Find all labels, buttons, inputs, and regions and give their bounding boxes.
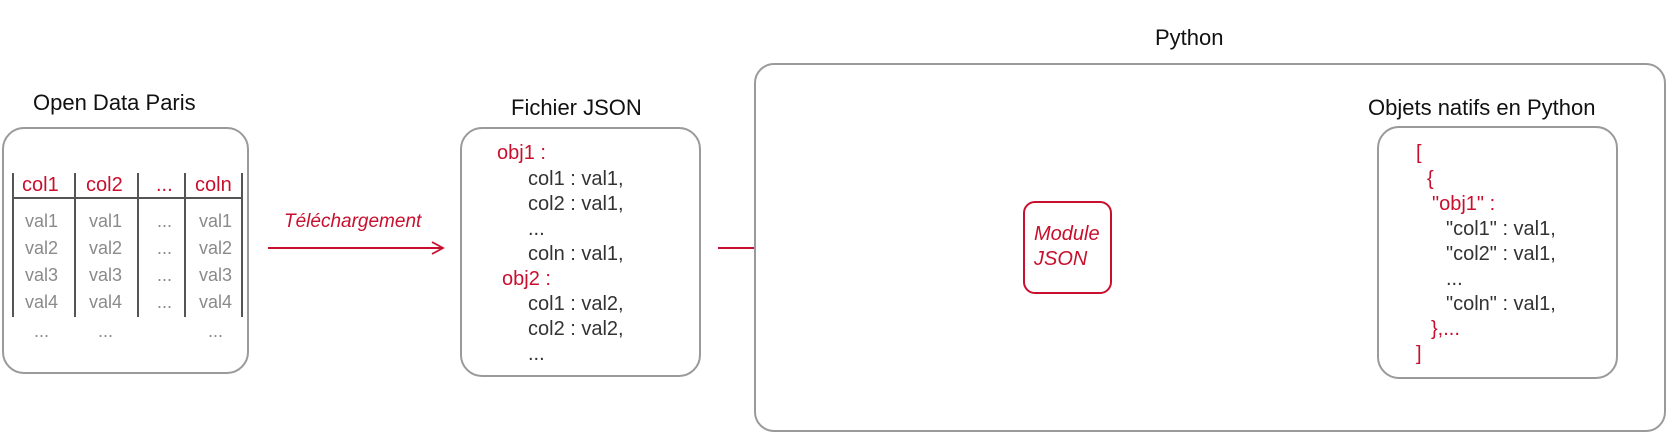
table-cell: val1 bbox=[199, 211, 233, 231]
json-file-title: Fichier JSON bbox=[511, 95, 642, 120]
table-cell: ... bbox=[157, 238, 173, 258]
native-objects-title: Objets natifs en Python bbox=[1368, 95, 1596, 120]
open-data-box: col1 col2 ... coln val1 val1 ... val1 va… bbox=[2, 127, 249, 374]
table-header-rule bbox=[12, 197, 241, 199]
table-cell: val3 bbox=[199, 265, 233, 285]
table-cell: val4 bbox=[25, 292, 59, 312]
json-file-box: obj1 : col1 : val1, col2 : val1, ... col… bbox=[460, 127, 701, 377]
native-close-brace: },... bbox=[1431, 318, 1460, 340]
table-cell: val3 bbox=[25, 265, 59, 285]
table-cell: val1 bbox=[89, 211, 123, 231]
table-cell: ... bbox=[157, 211, 173, 231]
json-line: ... bbox=[528, 218, 545, 240]
module-label: Module bbox=[1034, 223, 1100, 245]
native-obj1-key: "obj1" : bbox=[1432, 193, 1496, 215]
table-cell: ... bbox=[208, 321, 224, 341]
table-col-divider bbox=[241, 173, 243, 317]
open-data-title: Open Data Paris bbox=[33, 90, 196, 115]
table-col-divider bbox=[184, 173, 186, 317]
json-line: col2 : val2, bbox=[528, 318, 624, 340]
json-line: ... bbox=[528, 343, 545, 365]
json-line: col1 : val2, bbox=[528, 293, 624, 315]
python-title: Python bbox=[1155, 25, 1224, 50]
download-label: Téléchargement bbox=[284, 211, 422, 232]
json-obj1-key: obj1 : bbox=[497, 142, 546, 164]
table-cell: val4 bbox=[199, 292, 233, 312]
native-line: "col1" : val1, bbox=[1446, 218, 1556, 240]
table-col-divider bbox=[137, 173, 139, 317]
table-cell: ... bbox=[157, 292, 173, 312]
table-header-cell: coln bbox=[195, 174, 232, 196]
table-cell: val2 bbox=[25, 238, 59, 258]
native-line: "col2" : val1, bbox=[1446, 243, 1556, 265]
table-cell: val4 bbox=[89, 292, 123, 312]
table-cell: val1 bbox=[25, 211, 59, 231]
native-close-bracket: ] bbox=[1416, 343, 1422, 365]
native-line: ... bbox=[1446, 268, 1463, 290]
module-json-box: Module JSON bbox=[1023, 201, 1112, 294]
table-col-divider bbox=[74, 173, 76, 317]
table-header-cell: col1 bbox=[22, 174, 59, 196]
json-line: coln : val1, bbox=[528, 243, 624, 265]
json-line: col1 : val1, bbox=[528, 168, 624, 190]
table-col-divider bbox=[12, 173, 14, 317]
json-obj2-key: obj2 : bbox=[502, 268, 551, 290]
json-line: col2 : val1, bbox=[528, 193, 624, 215]
table-cell: val2 bbox=[89, 238, 123, 258]
table-cell: ... bbox=[98, 321, 114, 341]
native-objects-box: [ { "obj1" : "col1" : val1, "col2" : val… bbox=[1377, 126, 1618, 379]
native-line: "coln" : val1, bbox=[1446, 293, 1556, 315]
table-header-cell: ... bbox=[156, 174, 173, 196]
module-label: JSON bbox=[1034, 248, 1088, 270]
table-cell: ... bbox=[34, 321, 50, 341]
native-open-brace: { bbox=[1427, 168, 1434, 190]
table-header-cell: col2 bbox=[86, 174, 123, 196]
table-cell: val2 bbox=[199, 238, 233, 258]
table-cell: val3 bbox=[89, 265, 123, 285]
native-open-bracket: [ bbox=[1416, 142, 1422, 164]
table-cell: ... bbox=[157, 265, 173, 285]
